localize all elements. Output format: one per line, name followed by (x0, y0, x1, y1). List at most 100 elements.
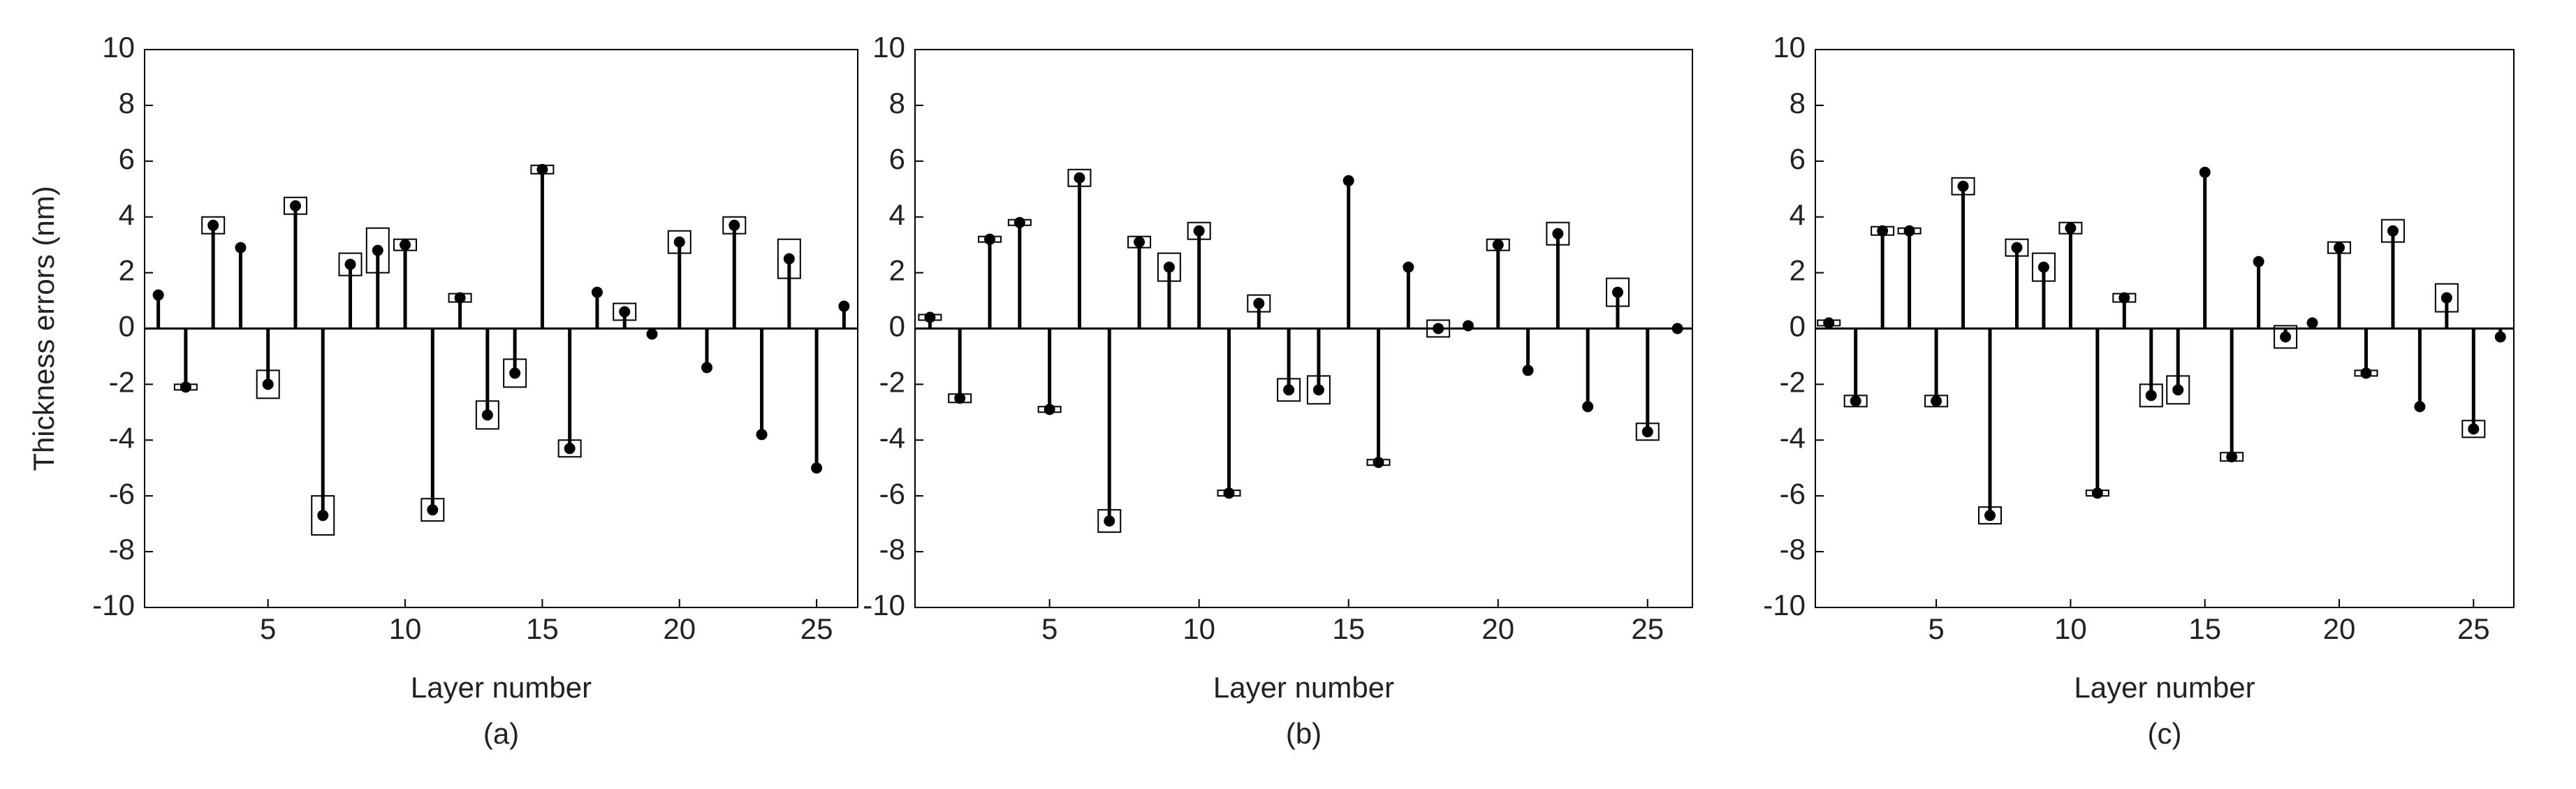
y-axis-label: Thickness errors (nm) (27, 186, 60, 471)
x-tick-label: 15 (1332, 612, 1365, 645)
x-tick-label: 5 (260, 612, 276, 645)
stem-marker (235, 242, 247, 253)
stem-marker (207, 219, 219, 231)
x-tick-label: 20 (2323, 612, 2356, 645)
error-box (2139, 383, 2163, 408)
stem-marker (1492, 239, 1504, 251)
y-tick-label: 4 (1790, 198, 1806, 231)
y-tick-label: 2 (889, 254, 905, 287)
x-tick-label: 25 (800, 612, 833, 645)
stem-marker (2334, 242, 2345, 253)
panel-caption: (c) (2148, 717, 2182, 750)
stem-marker (1611, 286, 1623, 298)
stem-marker (954, 392, 966, 404)
stem-marker (811, 462, 823, 474)
stem-marker (1253, 297, 1265, 309)
stem-marker (1877, 225, 1889, 237)
y-tick-label: -8 (1780, 533, 1806, 566)
stem-marker (317, 510, 329, 522)
y-tick-label: -4 (1780, 421, 1806, 454)
stem-marker (2065, 222, 2077, 234)
stem-marker (2468, 423, 2480, 435)
stem-marker (509, 367, 521, 379)
error-box (2166, 375, 2190, 405)
y-tick-label: 10 (872, 31, 905, 64)
error-box (1097, 509, 1122, 533)
stem-marker (1433, 323, 1444, 334)
stem-marker (1104, 515, 1115, 527)
x-tick-label: 15 (2188, 612, 2221, 645)
error-box (1067, 168, 1092, 187)
stem-marker (591, 286, 603, 298)
error-box (1187, 221, 1211, 240)
stem-marker (372, 244, 383, 256)
x-tick-label: 15 (526, 612, 559, 645)
stem-marker (1671, 323, 1683, 334)
stem-marker (2306, 317, 2318, 329)
stem-marker (1931, 395, 1942, 407)
y-tick-label: -10 (1763, 589, 1806, 621)
error-box (1426, 319, 1451, 338)
error-box (338, 252, 363, 276)
stem-marker (152, 289, 164, 301)
stem-marker (984, 233, 996, 245)
error-box (365, 227, 390, 274)
stem-marker (262, 378, 274, 390)
error-box (1635, 422, 1660, 441)
error-box (475, 400, 499, 430)
error-box (2461, 420, 2486, 438)
stem-marker (2280, 331, 2292, 343)
stem-marker (1552, 228, 1564, 239)
x-tick-label: 10 (1183, 612, 1215, 645)
stem-marker (1013, 216, 1025, 228)
stem-marker (427, 504, 439, 516)
y-tick-label: -2 (1780, 365, 1806, 398)
stem-marker (454, 292, 466, 304)
stem-marker (673, 236, 685, 248)
error-box (613, 302, 637, 321)
stem-marker (1312, 384, 1324, 396)
stem-marker (1984, 510, 1996, 522)
stem-marker (2440, 292, 2452, 304)
y-tick-label: 0 (889, 310, 905, 343)
error-box (1951, 177, 1975, 196)
stem-marker (536, 163, 548, 175)
x-tick-label: 10 (389, 612, 422, 645)
stem-marker (2011, 242, 2023, 253)
stem-marker (481, 409, 493, 421)
error-box (1306, 375, 1331, 405)
y-tick-label: 8 (889, 87, 905, 119)
y-tick-label: 10 (1773, 31, 1806, 64)
x-tick-label: 10 (2054, 612, 2087, 645)
x-axis-label: Layer number (2074, 671, 2255, 704)
stem-marker (2037, 261, 2049, 273)
y-tick-label: 4 (889, 198, 905, 231)
stem-marker (1342, 175, 1354, 186)
error-box (201, 216, 226, 235)
stem-marker (2253, 256, 2264, 267)
stem-marker (2091, 487, 2103, 499)
error-box (503, 358, 527, 388)
y-tick-label: 0 (119, 310, 135, 343)
y-tick-label: -4 (879, 421, 905, 454)
stem-marker (2226, 451, 2238, 463)
error-box (777, 238, 801, 279)
stem-marker (564, 443, 576, 455)
error-box (1157, 252, 1181, 282)
panel-caption: (b) (1286, 717, 1322, 750)
stem-marker (1074, 172, 1085, 184)
stem-marker (1903, 225, 1915, 237)
error-box (420, 498, 445, 522)
stem-marker (1283, 384, 1295, 396)
error-box (1247, 294, 1271, 313)
y-tick-label: 6 (1790, 142, 1806, 175)
stem-marker (2199, 166, 2211, 178)
x-tick-label: 20 (1481, 612, 1514, 645)
error-box (557, 439, 582, 458)
stem-marker (729, 219, 740, 231)
stem-marker (1957, 180, 1969, 192)
y-tick-label: 0 (1790, 310, 1806, 343)
stem-marker (400, 239, 411, 251)
y-tick-label: -10 (863, 589, 905, 621)
